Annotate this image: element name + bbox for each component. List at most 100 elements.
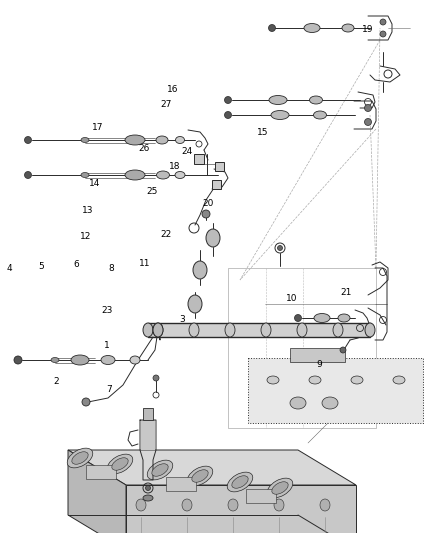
Ellipse shape — [153, 323, 163, 337]
Ellipse shape — [314, 313, 330, 322]
Ellipse shape — [290, 397, 306, 409]
Circle shape — [380, 19, 386, 25]
Text: 24: 24 — [182, 147, 193, 156]
Bar — [194, 154, 204, 164]
Ellipse shape — [72, 452, 88, 464]
Text: 27: 27 — [160, 100, 171, 109]
Text: 3: 3 — [179, 316, 185, 324]
Ellipse shape — [365, 323, 375, 337]
Ellipse shape — [193, 261, 207, 279]
Text: 12: 12 — [80, 232, 91, 240]
Circle shape — [268, 25, 276, 31]
Bar — [141, 420, 155, 450]
Circle shape — [202, 210, 210, 218]
Bar — [290, 348, 345, 362]
Ellipse shape — [175, 172, 185, 179]
Ellipse shape — [112, 458, 128, 470]
Ellipse shape — [274, 499, 284, 511]
Ellipse shape — [143, 495, 153, 501]
Ellipse shape — [206, 229, 220, 247]
Ellipse shape — [333, 323, 343, 337]
Polygon shape — [126, 485, 356, 533]
Ellipse shape — [269, 95, 287, 104]
Circle shape — [153, 375, 159, 381]
Ellipse shape — [322, 397, 338, 409]
Ellipse shape — [156, 171, 170, 179]
Circle shape — [225, 111, 232, 118]
Ellipse shape — [309, 376, 321, 384]
Text: 17: 17 — [92, 124, 103, 132]
Ellipse shape — [187, 466, 213, 486]
Circle shape — [364, 118, 371, 125]
Circle shape — [294, 314, 301, 321]
Ellipse shape — [107, 454, 133, 474]
Text: 4: 4 — [7, 264, 12, 273]
Text: 16: 16 — [167, 85, 179, 94]
Ellipse shape — [297, 323, 307, 337]
Polygon shape — [68, 450, 126, 533]
Ellipse shape — [225, 323, 235, 337]
Circle shape — [225, 96, 232, 103]
Ellipse shape — [153, 323, 163, 337]
Bar — [148, 323, 370, 337]
Ellipse shape — [182, 499, 192, 511]
Circle shape — [145, 486, 151, 490]
Text: 13: 13 — [82, 206, 93, 214]
Ellipse shape — [314, 111, 326, 119]
Text: 18: 18 — [169, 163, 180, 171]
Circle shape — [278, 246, 283, 251]
Text: 26: 26 — [138, 144, 149, 152]
Bar — [86, 465, 116, 479]
Circle shape — [340, 347, 346, 353]
Bar — [248, 358, 423, 423]
Ellipse shape — [81, 138, 89, 142]
Text: 25: 25 — [147, 188, 158, 196]
Ellipse shape — [101, 356, 115, 365]
Circle shape — [364, 104, 371, 111]
Ellipse shape — [393, 376, 405, 384]
Circle shape — [14, 356, 22, 364]
Ellipse shape — [152, 464, 168, 477]
Ellipse shape — [188, 295, 202, 313]
Ellipse shape — [320, 499, 330, 511]
Text: 8: 8 — [109, 264, 115, 273]
Ellipse shape — [136, 499, 146, 511]
Ellipse shape — [310, 96, 322, 104]
Ellipse shape — [156, 136, 168, 144]
Polygon shape — [68, 450, 356, 485]
Ellipse shape — [261, 323, 271, 337]
Bar — [215, 162, 224, 171]
Circle shape — [25, 172, 32, 179]
Text: 7: 7 — [106, 385, 112, 393]
Ellipse shape — [267, 478, 293, 498]
Ellipse shape — [67, 448, 93, 468]
Ellipse shape — [338, 314, 350, 322]
Text: 10: 10 — [286, 294, 297, 303]
Bar — [166, 477, 196, 491]
Ellipse shape — [71, 355, 89, 365]
Ellipse shape — [176, 136, 184, 143]
Bar — [143, 408, 153, 420]
Circle shape — [25, 136, 32, 143]
Ellipse shape — [228, 499, 238, 511]
Text: 20: 20 — [203, 199, 214, 208]
Circle shape — [82, 398, 90, 406]
Text: 23: 23 — [102, 306, 113, 314]
Text: 14: 14 — [88, 180, 100, 188]
Ellipse shape — [272, 482, 288, 494]
Text: 11: 11 — [139, 260, 150, 268]
Ellipse shape — [143, 323, 153, 337]
Text: 2: 2 — [53, 377, 59, 386]
Bar — [228, 268, 376, 428]
Ellipse shape — [227, 472, 253, 492]
Ellipse shape — [267, 376, 279, 384]
Text: 19: 19 — [362, 25, 374, 34]
Ellipse shape — [342, 24, 354, 32]
Text: 9: 9 — [317, 360, 323, 368]
Ellipse shape — [304, 23, 320, 33]
Ellipse shape — [351, 376, 363, 384]
Ellipse shape — [192, 470, 208, 482]
Bar — [212, 180, 221, 189]
Ellipse shape — [271, 110, 289, 119]
Text: 15: 15 — [257, 128, 268, 136]
